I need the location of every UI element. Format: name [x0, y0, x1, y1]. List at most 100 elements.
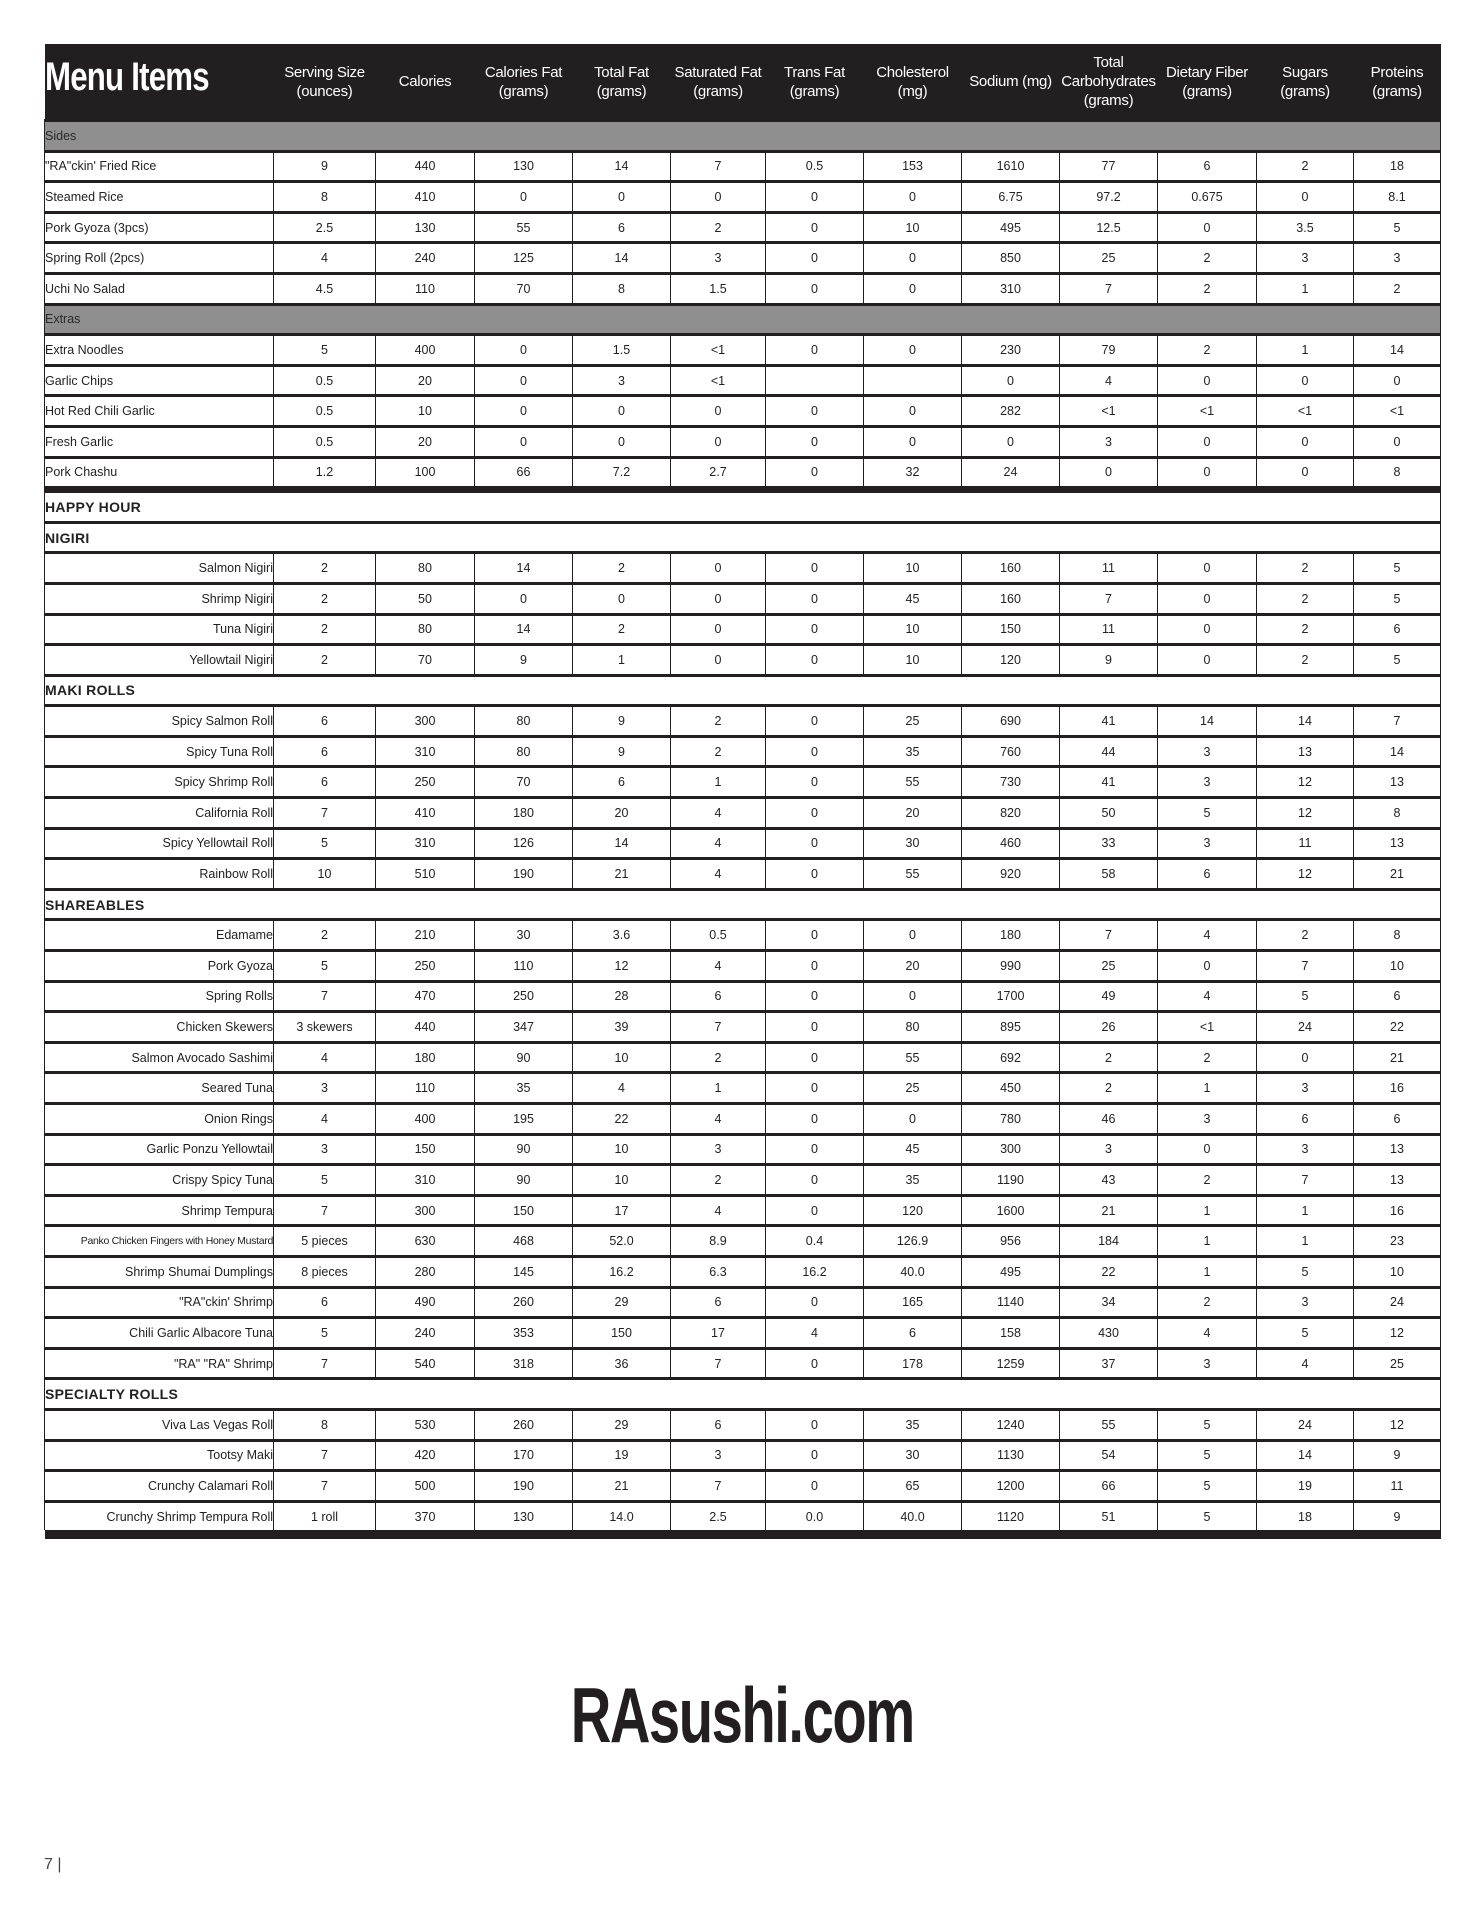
nutrition-value: 110: [474, 949, 573, 982]
nutrition-value: 4: [670, 1102, 766, 1135]
nutrition-value: 690: [961, 704, 1060, 737]
item-name: Shrimp Shumai Dumplings: [44, 1254, 274, 1288]
nutrition-value: 126.9: [863, 1224, 962, 1257]
table-row: Salmon Avocado Sashimi 4 180 90 10 2 0 55 692 2 2 0…: [44, 1040, 1441, 1073]
column-header: Proteins (grams): [1353, 44, 1441, 121]
table-row: Rainbow Roll 10 510 190 21 4 0 55 920 58 6 12 21: [44, 857, 1441, 890]
item-name: Garlic Chips: [44, 363, 274, 396]
nutrition-value: 310: [961, 271, 1060, 305]
nutrition-value: 0: [765, 581, 864, 614]
item-name: "RA"ckin' Fried Rice: [44, 149, 274, 182]
nutrition-value: 9: [474, 643, 573, 676]
nutrition-value: 14: [572, 826, 671, 859]
nutrition-value: 0: [765, 1132, 864, 1165]
nutrition-value: 21: [572, 1469, 671, 1502]
item-name: Spring Rolls: [44, 979, 274, 1012]
nutrition-value: 10: [1353, 949, 1441, 982]
nutrition-value: 5: [273, 1316, 376, 1349]
item-name: Shrimp Nigiri: [44, 581, 274, 614]
nutrition-value: 80: [375, 551, 475, 584]
nutrition-value: 3: [273, 1132, 376, 1165]
item-name: Crispy Spicy Tuna: [44, 1163, 274, 1196]
nutrition-value: 39: [572, 1010, 671, 1043]
nutrition-value: 990: [961, 949, 1060, 982]
nutrition-value: 30: [863, 1438, 962, 1471]
section-heading-row: NIGIRI: [44, 520, 1441, 553]
nutrition-value: 3: [1353, 241, 1441, 274]
nutrition-value: 0: [1157, 1132, 1257, 1165]
nutrition-value: 0: [765, 180, 864, 213]
item-name: Pork Gyoza (3pcs): [44, 210, 274, 243]
nutrition-value: 3: [273, 1071, 376, 1104]
nutrition-value: 24: [1256, 1010, 1354, 1043]
table-row: Fresh Garlic 0.5 20 0 0 0 0 0 0 3 0 0 0: [44, 424, 1441, 458]
nutrition-value: 0: [863, 333, 962, 366]
bottom-bar: [44, 1530, 1441, 1540]
nutrition-value: 7: [273, 796, 376, 829]
nutrition-value: 7: [273, 979, 376, 1012]
nutrition-value: 250: [375, 949, 475, 982]
column-header: Serving Size (ounces): [273, 44, 376, 121]
nutrition-value: 0.675: [1157, 180, 1257, 213]
nutrition-value: 4: [572, 1071, 671, 1104]
nutrition-value: 1: [572, 643, 671, 676]
nutrition-value: 0.5: [273, 394, 376, 427]
column-header-line: (grams): [1280, 82, 1330, 100]
nutrition-value: 184: [1059, 1224, 1158, 1257]
nutrition-value: 6: [670, 1285, 766, 1318]
column-header-line: (ounces): [296, 82, 353, 100]
table-row: "RA"ckin' Fried Rice 9 440 130 14 7 0.5 153 1610…: [44, 149, 1441, 182]
nutrition-value: 0: [765, 210, 864, 243]
nutrition-value: 0: [765, 424, 864, 458]
nutrition-value: 16.2: [572, 1254, 671, 1288]
item-name: Shrimp Tempura: [44, 1193, 274, 1226]
nutrition-value: 2.5: [273, 210, 376, 243]
nutrition-value: 14.0: [572, 1499, 671, 1531]
item-name: Crunchy Shrimp Tempura Roll: [44, 1499, 274, 1531]
nutrition-value: 347: [474, 1010, 573, 1043]
nutrition-value: 37: [1059, 1346, 1158, 1379]
nutrition-value: 540: [375, 1346, 475, 1379]
nutrition-value: 353: [474, 1316, 573, 1349]
table-row: Pork Gyoza 5 250 110 12 4 0 20 990 25 0 7 10: [44, 949, 1441, 982]
nutrition-value: 730: [961, 765, 1060, 798]
nutrition-value: 20: [572, 796, 671, 829]
item-name: Seared Tuna: [44, 1071, 274, 1104]
nutrition-value: 0: [1157, 612, 1257, 645]
nutrition-value: 19: [572, 1438, 671, 1471]
item-name: Chili Garlic Albacore Tuna: [44, 1316, 274, 1349]
nutrition-value: 1259: [961, 1346, 1060, 1379]
nutrition-value: 6: [670, 979, 766, 1012]
nutrition-value: 90: [474, 1040, 573, 1073]
nutrition-value: 410: [375, 180, 475, 213]
nutrition-value: 5 pieces: [273, 1224, 376, 1257]
nutrition-value: 3.6: [572, 918, 671, 951]
table-row: Salmon Nigiri 2 80 14 2 0 0 10 160 11 0 2 5: [44, 551, 1441, 584]
nutrition-value: 7: [273, 1469, 376, 1502]
nutrition-value: 2: [273, 612, 376, 645]
nutrition-value: 2: [1157, 1163, 1257, 1196]
nutrition-value: 0: [765, 551, 864, 584]
item-name: Extra Noodles: [44, 333, 274, 366]
column-header: Sodium (mg): [961, 44, 1060, 121]
nutrition-value: 0: [863, 918, 962, 951]
item-name: Spring Roll (2pcs): [44, 241, 274, 274]
table-row: Shrimp Nigiri 2 50 0 0 0 0 45 160 7 0 2 5: [44, 581, 1441, 614]
item-name: Tootsy Maki: [44, 1438, 274, 1471]
nutrition-value: 0: [765, 1163, 864, 1196]
nutrition-value: 0: [765, 612, 864, 645]
nutrition-value: 1120: [961, 1499, 1060, 1531]
nutrition-value: 2: [1157, 1040, 1257, 1073]
nutrition-value: 0: [765, 1102, 864, 1135]
nutrition-value: 0: [474, 363, 573, 396]
nutrition-value: 10: [572, 1132, 671, 1165]
nutrition-value: 50: [375, 581, 475, 614]
section-heading-row: HAPPY HOUR: [44, 486, 1441, 523]
nutrition-value: 190: [474, 1469, 573, 1502]
nutrition-value: 0: [961, 363, 1060, 396]
nutrition-value: 8: [273, 180, 376, 213]
nutrition-value: 0: [863, 394, 962, 427]
nutrition-value: 13: [1353, 1132, 1441, 1165]
nutrition-value: 0: [765, 949, 864, 982]
nutrition-value: 22: [1059, 1254, 1158, 1288]
